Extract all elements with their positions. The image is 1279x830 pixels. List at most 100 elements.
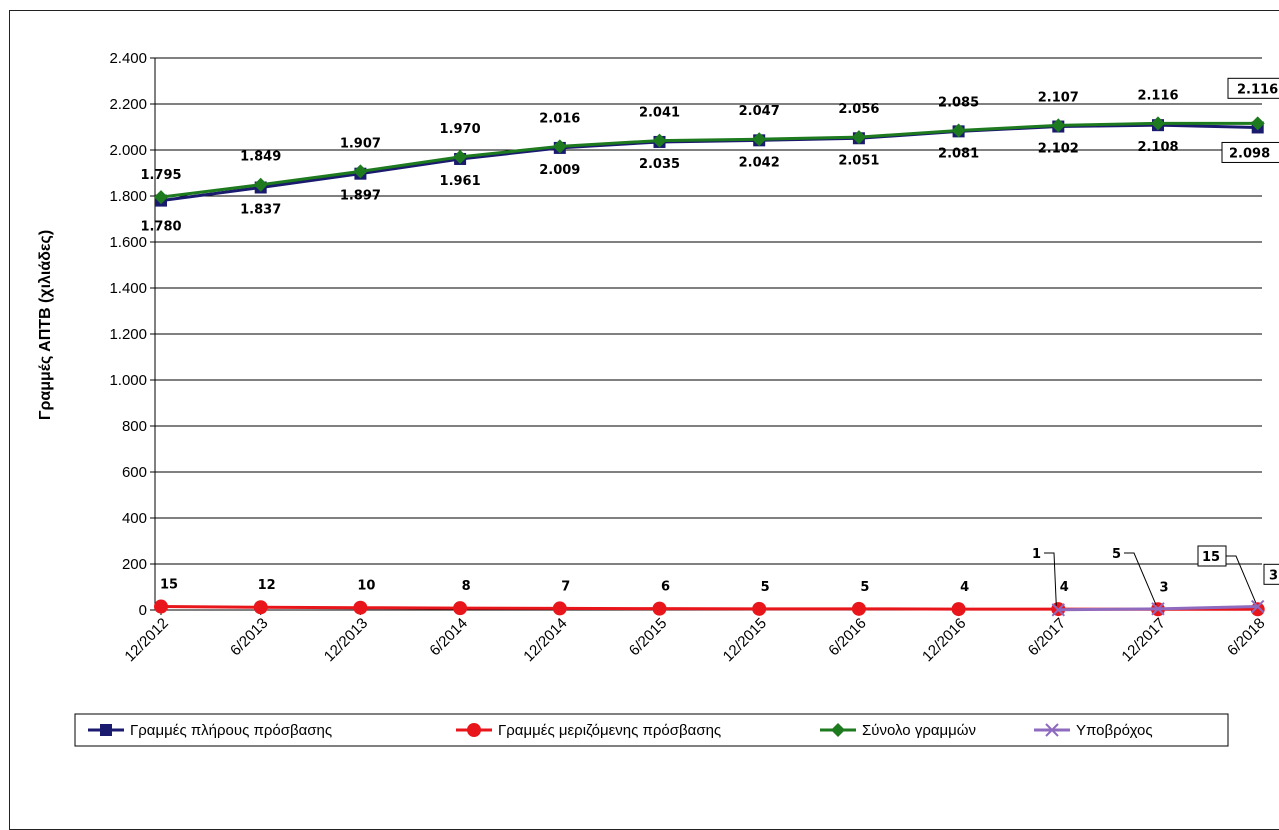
legend-marker (1045, 723, 1059, 737)
leader-line (1044, 552, 1057, 606)
data-point (154, 190, 168, 205)
data-label-box (1263, 563, 1279, 585)
data-label: 6 (661, 580, 670, 595)
data-point (453, 149, 468, 164)
legend-label: Γραμμές πλήρους πρόσβασης (130, 722, 332, 739)
data-label: 2.051 (838, 153, 879, 168)
data-label: 1.849 (240, 150, 281, 165)
data-point (851, 601, 866, 616)
x-tick-label: 12/2015 (720, 615, 770, 665)
data-label-box (1227, 77, 1279, 99)
data-label: 2.041 (639, 106, 680, 121)
data-label: 2.081 (938, 146, 979, 161)
data-label: 1.780 (140, 220, 181, 235)
data-label: 7 (561, 579, 570, 594)
y-axis-title: Γραμμές ΑΠΤΒ (χιλιάδες) (37, 230, 54, 420)
data-point (1151, 116, 1165, 131)
legend-label: Σύνολο γραμμών (862, 722, 976, 739)
data-point (851, 130, 866, 145)
data-label: 4 (1060, 580, 1069, 595)
y-tick-label: 600 (122, 464, 147, 481)
leader-line (1124, 552, 1157, 606)
data-label: 12 (258, 578, 276, 593)
data-label: 1.897 (340, 189, 381, 204)
series-line (160, 121, 1258, 199)
data-point (951, 602, 966, 617)
data-label: 2.042 (739, 155, 780, 170)
data-point (253, 600, 268, 615)
data-point (1051, 603, 1066, 617)
data-label: 10 (357, 579, 375, 594)
data-point (353, 164, 368, 179)
x-tick-label: 6/2013 (227, 615, 271, 659)
data-label: 2.108 (1137, 140, 1178, 155)
data-label: 5 (860, 580, 869, 595)
y-tick-label: 1.800 (109, 188, 147, 205)
data-point (453, 601, 468, 616)
x-tick-label: 12/2016 (919, 615, 969, 665)
data-label: 2.009 (539, 163, 580, 178)
y-tick-label: 1.200 (109, 326, 147, 343)
x-tick-label: 6/2016 (825, 615, 869, 659)
data-point (652, 133, 667, 148)
data-label: 4 (960, 580, 969, 595)
data-point (1151, 602, 1165, 616)
legend-marker (100, 724, 112, 736)
data-label: 1.907 (340, 136, 381, 151)
data-point (1250, 602, 1265, 617)
data-point (951, 123, 966, 138)
data-point (1250, 599, 1265, 614)
data-label: 5 (1112, 547, 1121, 562)
data-label-box (1221, 141, 1279, 163)
data-label: 3 (1269, 568, 1278, 583)
y-tick-label: 2.000 (109, 142, 147, 159)
data-point (353, 600, 368, 615)
data-label: 2.116 (1137, 88, 1178, 103)
legend-label: Γραμμές μεριζόμενης πρόσβασης (498, 722, 721, 739)
data-point (552, 139, 567, 154)
data-point (1051, 118, 1066, 133)
data-point (552, 601, 567, 616)
y-tick-label: 400 (122, 510, 147, 527)
data-point (1250, 116, 1265, 131)
x-tick-label: 6/2014 (426, 615, 470, 659)
legend-label: Υποβρόχος (1076, 722, 1153, 739)
data-label: 1.970 (440, 122, 481, 137)
data-label: 15 (160, 578, 178, 593)
legend-marker (467, 723, 481, 737)
data-label: 1.795 (140, 168, 181, 183)
data-point (253, 177, 268, 192)
y-tick-label: 800 (122, 418, 147, 435)
data-label: 2.085 (938, 95, 979, 110)
data-label: 3 (1159, 580, 1168, 595)
x-tick-label: 12/2014 (520, 615, 570, 665)
data-label: 8 (462, 579, 471, 594)
y-tick-label: 2.200 (109, 96, 147, 113)
legend-marker (831, 723, 845, 737)
data-label: 2.098 (1229, 146, 1270, 161)
leader-line (1226, 555, 1257, 603)
x-tick-label: 6/2018 (1224, 615, 1268, 659)
data-label: 2.056 (838, 102, 879, 117)
x-tick-label: 12/2013 (321, 615, 371, 665)
y-tick-label: 200 (122, 556, 147, 573)
x-tick-label: 6/2017 (1025, 615, 1069, 659)
data-label: 1.961 (440, 174, 481, 189)
x-tick-label: 12/2012 (121, 615, 171, 665)
y-tick-label: 1.600 (109, 234, 147, 251)
y-tick-label: 1.400 (109, 280, 147, 297)
series-line (160, 123, 1258, 203)
data-label: 15 (1202, 550, 1220, 565)
y-tick-label: 0 (139, 602, 147, 619)
data-label: 1.837 (240, 202, 281, 217)
x-tick-label: 6/2015 (626, 615, 670, 659)
data-label: 2.035 (639, 157, 680, 172)
data-label: 2.016 (539, 111, 580, 126)
data-point (752, 132, 767, 147)
data-label: 2.047 (739, 104, 780, 119)
data-point (652, 601, 667, 616)
x-tick-label: 12/2017 (1118, 615, 1168, 665)
data-point (154, 599, 168, 614)
y-tick-label: 2.400 (109, 50, 147, 67)
